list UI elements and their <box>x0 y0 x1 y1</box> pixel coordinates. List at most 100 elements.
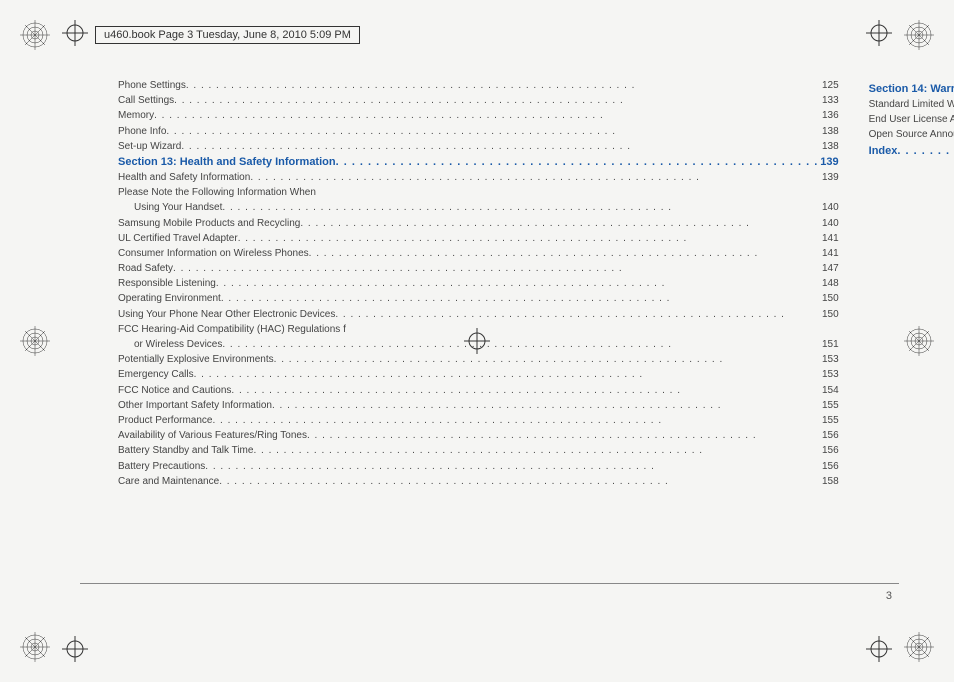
toc-section-heading: Section 14: Warranty Information . . . .… <box>869 83 954 95</box>
toc-entry: Operating Environment . . . . . . . . . … <box>118 293 839 304</box>
toc-leader-dots: . . . . . . . . . . . . . . . . . . . . … <box>274 354 820 365</box>
toc-leader-dots: . . . . . . . . . . . . . . . . . . . . … <box>173 263 820 274</box>
toc-leader-dots: . . . . . . . . . . . . . . . . . . . . … <box>194 369 820 380</box>
toc-entry: Consumer Information on Wireless Phones … <box>118 248 839 259</box>
toc-entry: Product Performance . . . . . . . . . . … <box>118 415 839 426</box>
registration-mark-icon <box>904 20 934 50</box>
toc-entry: Potentially Explosive Environments . . .… <box>118 354 839 365</box>
toc-leader-dots: . . . . . . . . . . . . . . . . . . . . … <box>335 309 820 320</box>
registration-mark-icon <box>20 632 50 662</box>
toc-entry: FCC Hearing-Aid Compatibility (HAC) Regu… <box>118 324 839 335</box>
footer-rule <box>80 583 899 584</box>
toc-page: 141 <box>820 233 839 244</box>
toc-page: 153 <box>820 354 839 365</box>
toc-label: Call Settings <box>118 95 174 106</box>
registration-mark-icon <box>20 20 50 50</box>
toc-leader-dots: . . . . . . . . . . . . . . . . . . . . … <box>336 156 819 168</box>
toc-label: Operating Environment <box>118 293 221 304</box>
toc-page: 155 <box>820 415 839 426</box>
toc-entry: Availability of Various Features/Ring To… <box>118 430 839 441</box>
toc-entry: Battery Standby and Talk Time . . . . . … <box>118 445 839 456</box>
toc-page: 156 <box>820 445 839 456</box>
toc-page: 139 <box>818 156 838 168</box>
toc-entry: Samsung Mobile Products and Recycling . … <box>118 218 839 229</box>
toc-page: 150 <box>820 293 839 304</box>
toc-label: Set-up Wizard <box>118 141 181 152</box>
toc-label: Potentially Explosive Environments <box>118 354 274 365</box>
document-header: u460.book Page 3 Tuesday, June 8, 2010 5… <box>95 26 360 44</box>
toc-label: Phone Info <box>118 126 166 137</box>
toc-page: 156 <box>820 430 839 441</box>
toc-page: 136 <box>820 110 839 121</box>
toc-leader-dots: . . . . . . . . . . . . . . . . . . . . … <box>154 110 820 121</box>
toc-label: Other Important Safety Information <box>118 400 272 411</box>
toc-entry: Please Note the Following Information Wh… <box>118 187 839 198</box>
toc-page: 147 <box>820 263 839 274</box>
toc-page: 140 <box>820 218 839 229</box>
toc-entry: Set-up Wizard . . . . . . . . . . . . . … <box>118 141 839 152</box>
toc-entry: Emergency Calls . . . . . . . . . . . . … <box>118 369 839 380</box>
toc-page: 138 <box>820 126 839 137</box>
toc-leader-dots: . . . . . . . . . . . . . . . . . . . . … <box>219 476 820 487</box>
registration-mark-icon <box>20 326 50 356</box>
toc-entry: Standard Limited Warranty . . . . . . . … <box>869 99 954 110</box>
toc-leader-dots: . . . . . . . . . . . . . . . . . . . . … <box>307 430 820 441</box>
toc-label: Battery Standby and Talk Time <box>118 445 253 456</box>
registration-mark-icon <box>904 632 934 662</box>
toc-content: Phone Settings . . . . . . . . . . . . .… <box>118 80 896 612</box>
toc-label: Standard Limited Warranty <box>869 99 954 110</box>
toc-page: 138 <box>820 141 839 152</box>
page-number: 3 <box>886 590 892 602</box>
toc-entry-continuation: Using Your Handset . . . . . . . . . . .… <box>118 202 839 213</box>
toc-entry: Call Settings . . . . . . . . . . . . . … <box>118 95 839 106</box>
crosshair-icon <box>864 634 894 664</box>
toc-entry: Care and Maintenance . . . . . . . . . .… <box>118 476 839 487</box>
toc-column-left: Phone Settings . . . . . . . . . . . . .… <box>118 80 839 612</box>
toc-entry: Open Source Announcement . . . . . . . .… <box>869 129 954 140</box>
toc-leader-dots: . . . . . . . . . . . . . . . . . . . . … <box>221 293 820 304</box>
toc-label: Care and Maintenance <box>118 476 219 487</box>
toc-leader-dots: . . . . . . . . . . . . . . . . . . . . … <box>300 218 820 229</box>
toc-page: 125 <box>820 80 839 91</box>
toc-leader-dots: . . . . . . . . . . . . . . . . . . . . … <box>272 400 820 411</box>
toc-page: 133 <box>820 95 839 106</box>
toc-page: 141 <box>820 248 839 259</box>
toc-entry: End User License Agreement for Software … <box>869 114 954 125</box>
toc-label: Product Performance <box>118 415 213 426</box>
toc-label: Road Safety <box>118 263 173 274</box>
toc-section-heading: Section 13: Health and Safety Informatio… <box>118 156 839 168</box>
toc-entry: Road Safety . . . . . . . . . . . . . . … <box>118 263 839 274</box>
toc-label: Section 13: Health and Safety Informatio… <box>118 156 336 168</box>
toc-label: Index <box>869 145 898 157</box>
toc-entry: Using Your Phone Near Other Electronic D… <box>118 309 839 320</box>
toc-leader-dots: . . . . . . . . . . . . . . . . . . . . … <box>897 145 954 157</box>
toc-label: Health and Safety Information <box>118 172 250 183</box>
toc-label: Using Your Phone Near Other Electronic D… <box>118 309 335 320</box>
toc-page: 139 <box>820 172 839 183</box>
header-text: u460.book Page 3 Tuesday, June 8, 2010 5… <box>104 29 351 41</box>
toc-label: Consumer Information on Wireless Phones <box>118 248 309 259</box>
toc-leader-dots: . . . . . . . . . . . . . . . . . . . . … <box>309 248 820 259</box>
toc-label: Responsible Listening <box>118 278 216 289</box>
toc-entry-continuation: or Wireless Devices . . . . . . . . . . … <box>118 339 839 350</box>
crosshair-icon <box>60 634 90 664</box>
toc-entry: FCC Notice and Cautions . . . . . . . . … <box>118 385 839 396</box>
toc-label: Section 14: Warranty Information <box>869 83 954 95</box>
toc-entry: Phone Info . . . . . . . . . . . . . . .… <box>118 126 839 137</box>
toc-leader-dots: . . . . . . . . . . . . . . . . . . . . … <box>205 461 820 472</box>
toc-page: 150 <box>820 309 839 320</box>
crosshair-icon <box>60 18 90 48</box>
toc-leader-dots: . . . . . . . . . . . . . . . . . . . . … <box>231 385 820 396</box>
toc-page: 154 <box>820 385 839 396</box>
toc-entry: Memory . . . . . . . . . . . . . . . . .… <box>118 110 839 121</box>
toc-section-heading: Index . . . . . . . . . . . . . . . . . … <box>869 145 954 157</box>
toc-label: or Wireless Devices <box>134 339 222 350</box>
toc-label: Memory <box>118 110 154 121</box>
toc-leader-dots: . . . . . . . . . . . . . . . . . . . . … <box>174 95 820 106</box>
toc-page: 148 <box>820 278 839 289</box>
toc-label: Phone Settings <box>118 80 186 91</box>
toc-label: Availability of Various Features/Ring To… <box>118 430 307 441</box>
toc-leader-dots: . . . . . . . . . . . . . . . . . . . . … <box>186 80 820 91</box>
toc-label: Battery Precautions <box>118 461 205 472</box>
toc-page: 158 <box>820 476 839 487</box>
